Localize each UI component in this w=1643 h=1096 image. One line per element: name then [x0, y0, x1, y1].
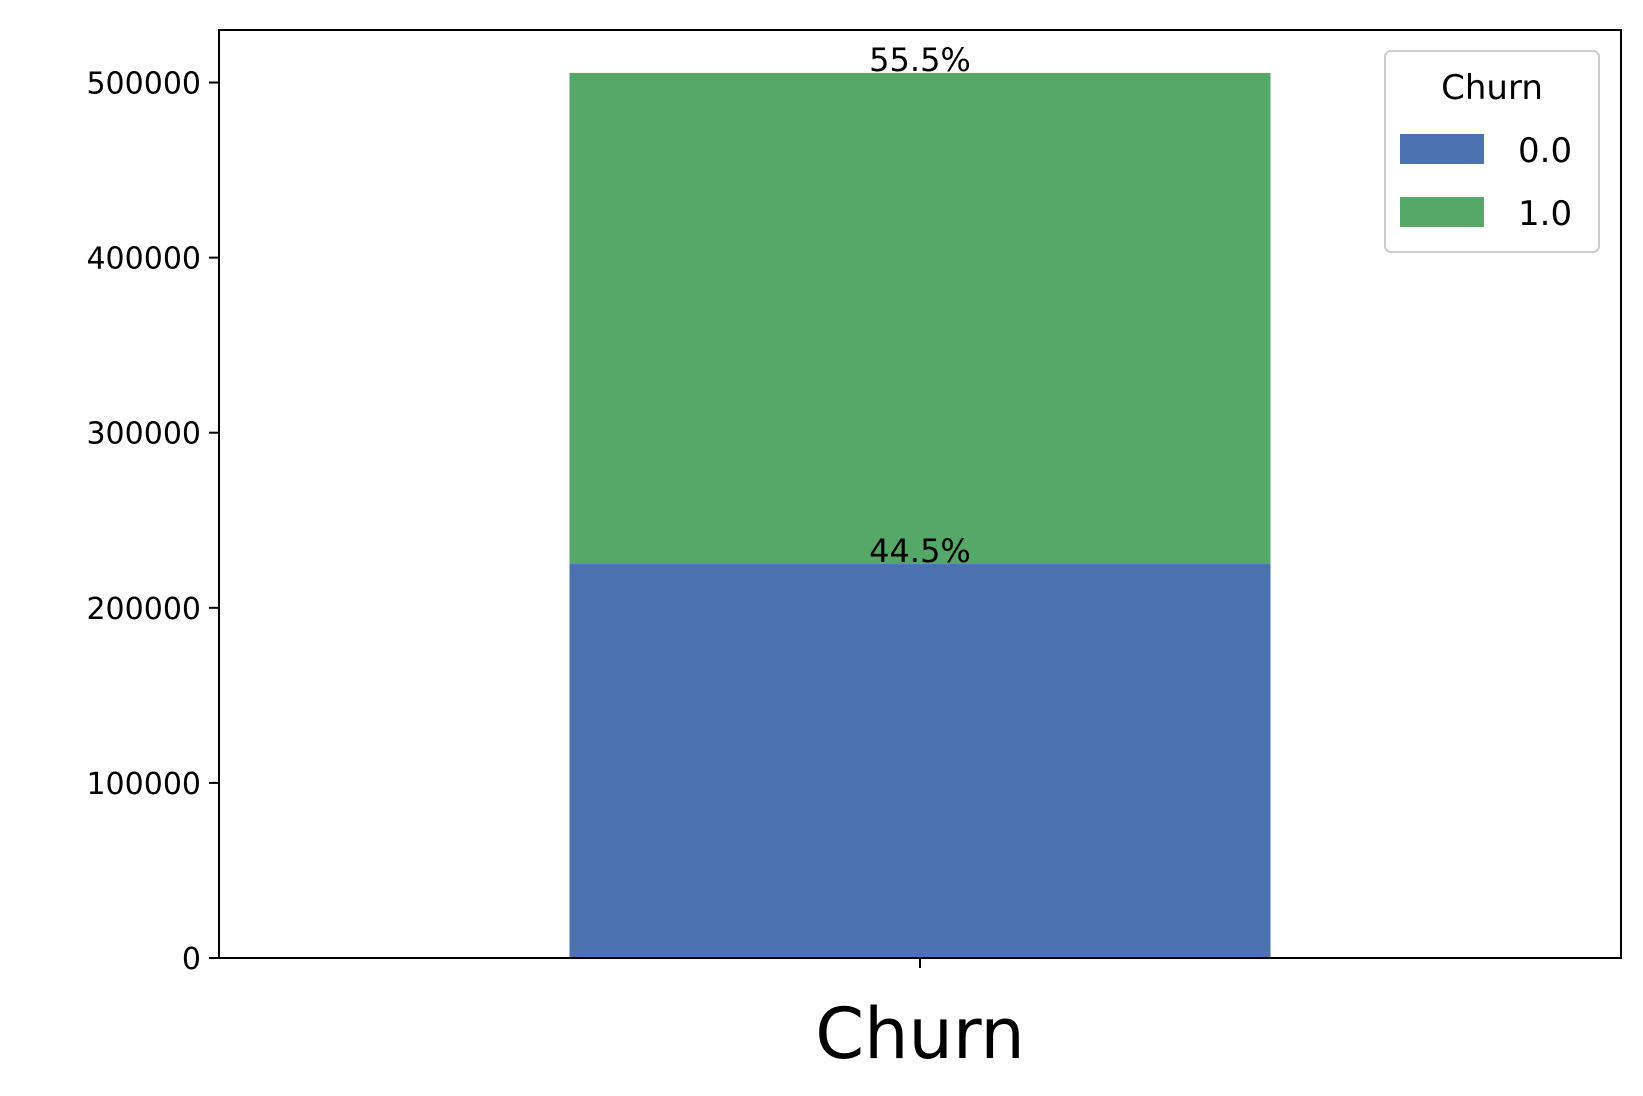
y-axis: 0 100000 200000 300000 400000 500000	[86, 67, 219, 977]
bar-value-label-1: 55.5%	[869, 41, 971, 79]
legend-swatch-1	[1400, 197, 1484, 227]
bar-segment-1	[569, 72, 1271, 565]
x-tick-label: Churn	[815, 993, 1025, 1075]
x-axis: Churn	[815, 958, 1025, 1075]
y-tick-label: 500000	[86, 67, 201, 102]
plot-area	[218, 29, 1622, 959]
legend-title: Churn	[1441, 68, 1543, 108]
bars	[569, 72, 1271, 958]
legend-label-0: 0.0	[1518, 131, 1572, 171]
y-tick-label: 300000	[86, 417, 201, 452]
y-tick-label: 100000	[86, 767, 201, 802]
legend: Churn 0.0 1.0	[1384, 50, 1600, 253]
legend-label-1: 1.0	[1518, 194, 1572, 234]
bar-labels: 44.5% 55.5%	[869, 41, 971, 570]
plot-frame	[218, 29, 1622, 959]
bar-segment-0	[569, 564, 1271, 958]
y-tick-label: 400000	[86, 242, 201, 277]
bar-value-label-0: 44.5%	[869, 532, 971, 570]
y-tick-label: 0	[182, 942, 201, 977]
legend-swatch-0	[1400, 134, 1484, 164]
y-tick-label: 200000	[86, 592, 201, 627]
